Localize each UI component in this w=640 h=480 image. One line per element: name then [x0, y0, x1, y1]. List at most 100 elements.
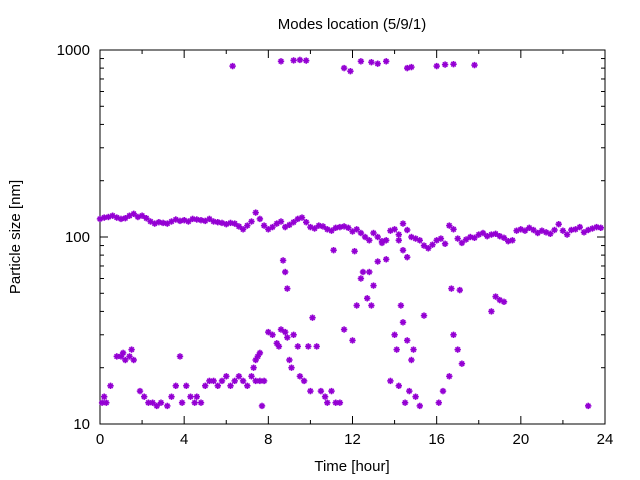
data-point [98, 399, 106, 406]
data-point [359, 268, 367, 276]
data-point [294, 343, 301, 350]
data-point [597, 224, 604, 232]
data-point [239, 226, 247, 233]
x-tick-label: 16 [428, 431, 445, 448]
data-point [269, 223, 276, 231]
data-point [290, 331, 297, 338]
data-point [509, 237, 516, 244]
data-point [103, 399, 110, 406]
data-point [176, 353, 184, 360]
data-point [296, 373, 304, 380]
data-point [321, 393, 329, 400]
data-point [324, 399, 331, 406]
data-point [450, 331, 457, 338]
chart-title: Modes location (5/9/1) [278, 16, 426, 33]
data-point [286, 221, 293, 229]
data-point [370, 229, 377, 237]
data-point [223, 373, 230, 380]
data-point [328, 227, 335, 234]
data-point [454, 346, 461, 353]
data-point [313, 343, 320, 350]
data-point [288, 364, 295, 371]
data-point [210, 377, 217, 385]
data-point [406, 387, 413, 395]
data-point [305, 343, 312, 350]
data-point [218, 377, 226, 385]
data-point [168, 393, 175, 400]
data-point [395, 231, 402, 238]
data-point [235, 223, 243, 230]
data-point [450, 226, 457, 233]
data-point [370, 282, 377, 289]
data-point [351, 247, 358, 255]
data-point [107, 382, 114, 389]
data-point [284, 285, 291, 292]
data-point [456, 286, 463, 294]
data-point [433, 62, 440, 70]
data-point [128, 346, 135, 353]
data-point [183, 382, 190, 389]
data-point [353, 226, 360, 233]
data-point [260, 377, 268, 385]
data-point [467, 233, 474, 241]
data-point [368, 302, 375, 309]
x-tick-label: 4 [180, 431, 188, 448]
data-point [303, 57, 310, 64]
data-point [500, 234, 508, 242]
data-point [425, 245, 432, 252]
data-point [397, 302, 405, 309]
data-point [286, 356, 293, 364]
data-point [393, 346, 400, 353]
data-point [420, 242, 428, 249]
data-point [357, 229, 365, 237]
data-point [383, 256, 390, 263]
data-point [349, 337, 356, 344]
data-point [412, 393, 419, 400]
data-point [439, 387, 447, 395]
data-point [441, 240, 449, 248]
y-tick-label: 1000 [57, 42, 90, 59]
data-point [277, 218, 285, 225]
data-point [383, 237, 390, 244]
data-point [420, 312, 428, 319]
data-point [450, 60, 457, 68]
data-point [126, 353, 133, 360]
data-point [399, 246, 407, 254]
data-point [410, 346, 417, 353]
data-point [383, 58, 390, 65]
data-point [100, 393, 108, 400]
data-point [231, 377, 238, 385]
data-point [235, 373, 243, 380]
data-point [248, 373, 255, 380]
data-point [140, 393, 148, 400]
data-point [395, 237, 402, 244]
data-point [555, 220, 562, 228]
data-point [429, 241, 436, 248]
data-point [368, 59, 375, 66]
data-point [492, 230, 499, 238]
data-point [374, 60, 381, 67]
data-point [248, 218, 255, 225]
data-point [231, 220, 238, 227]
data-point [391, 331, 398, 338]
data-point [408, 356, 415, 364]
data-point [435, 399, 442, 406]
data-point [256, 215, 264, 223]
data-point [256, 349, 264, 357]
y-axis-label: Particle size [nm] [7, 180, 24, 294]
data-point [258, 402, 266, 410]
data-point [585, 402, 592, 410]
data-point [317, 387, 325, 395]
data-point [345, 224, 352, 232]
data-point [296, 56, 304, 64]
data-point [122, 214, 129, 222]
data-point [547, 230, 554, 238]
data-point [471, 234, 478, 242]
data-point [330, 246, 337, 254]
data-point [164, 402, 171, 410]
data-point [458, 360, 466, 367]
data-point [391, 226, 398, 233]
data-point [559, 227, 567, 234]
data-point [395, 382, 402, 389]
